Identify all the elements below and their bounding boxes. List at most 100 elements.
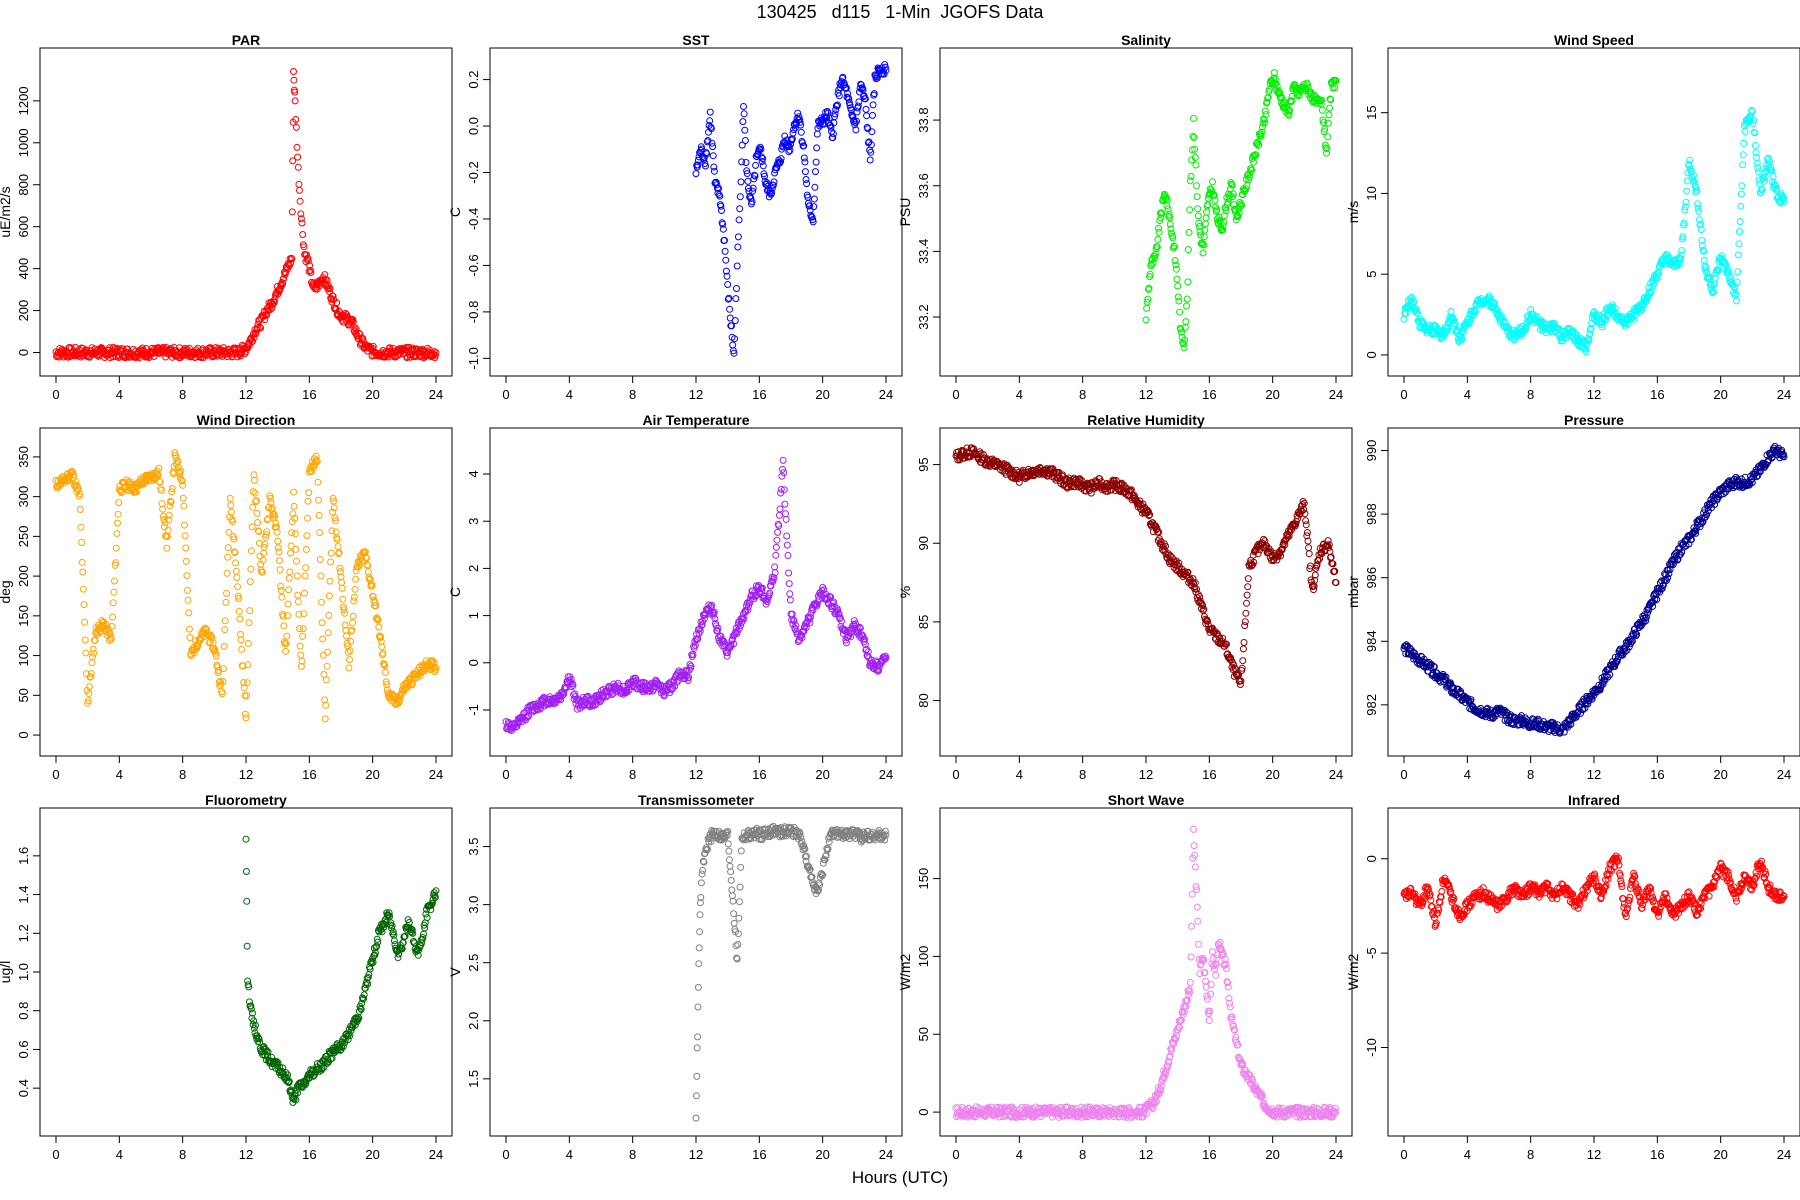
data-point [800, 142, 808, 150]
data-point [872, 72, 879, 80]
data-point [716, 192, 724, 200]
data-point [256, 323, 264, 331]
data-point [1320, 119, 1327, 127]
x-tick-label: 12 [239, 387, 253, 402]
data-point [1443, 327, 1451, 335]
data-point [769, 181, 777, 189]
data-point [1165, 211, 1173, 219]
data-point [812, 158, 820, 166]
data-point [759, 162, 767, 170]
data-point [1179, 340, 1187, 348]
data-point [1318, 96, 1326, 104]
data-point [293, 143, 301, 151]
data-point [719, 220, 727, 228]
y-axis-label: uE/m2/s [0, 186, 13, 237]
data-point [869, 101, 877, 109]
data-point [757, 145, 765, 153]
data-point [1255, 141, 1263, 149]
data-point [307, 269, 315, 276]
data-point [832, 106, 840, 114]
data-point [1176, 324, 1184, 332]
data-point [1326, 95, 1334, 103]
x-tick-label: 12 [1587, 387, 1601, 402]
data-point [1234, 212, 1242, 220]
data-point [1144, 295, 1152, 303]
data-point [1304, 81, 1311, 89]
data-point [694, 161, 702, 169]
data-point [1194, 212, 1202, 220]
data-point [845, 99, 853, 107]
data-point [743, 170, 751, 177]
data-point [719, 225, 727, 233]
x-tick-label: 8 [1527, 387, 1534, 402]
data-point [737, 178, 745, 186]
data-point [1191, 145, 1199, 153]
data-point [294, 153, 302, 161]
data-point [707, 125, 715, 133]
x-tick-label: 8 [1079, 387, 1086, 402]
data-point [718, 207, 725, 214]
x-tick-label: 16 [752, 387, 766, 402]
data-point [1308, 91, 1316, 98]
y-tick-label: -0.6 [466, 254, 481, 276]
data-point [1228, 180, 1235, 188]
data-point [855, 98, 863, 106]
data-point [1503, 322, 1511, 330]
data-point [1157, 214, 1165, 222]
data-point [1326, 104, 1333, 112]
data-point [1189, 132, 1197, 140]
x-tick-label: 0 [952, 387, 959, 402]
data-point [1187, 172, 1195, 180]
data-point [861, 95, 869, 103]
data-point [1199, 249, 1207, 257]
data-point [810, 195, 818, 203]
y-tick-label: 33.6 [916, 173, 931, 198]
data-point [703, 150, 711, 158]
data-point [1209, 178, 1216, 186]
page-title: 130425 d115 1-Min JGOFS Data [756, 2, 1044, 22]
data-point [263, 311, 271, 319]
data-point [1219, 222, 1227, 230]
x-tick-label: 12 [1139, 387, 1153, 402]
data-point [280, 275, 288, 283]
data-point [294, 163, 302, 171]
data-point [750, 171, 758, 179]
data-point [1222, 204, 1230, 212]
data-point [747, 195, 755, 202]
data-point [694, 156, 702, 164]
data-point [1318, 106, 1326, 114]
data-point [1158, 209, 1166, 217]
data-point [809, 218, 817, 226]
data-point [742, 159, 750, 166]
data-point [1454, 326, 1462, 334]
y-tick-label: 0.2 [466, 71, 481, 89]
data-point [1162, 193, 1170, 201]
data-point [296, 186, 303, 194]
data-point [299, 231, 307, 238]
data-point [731, 335, 739, 343]
data-point [1327, 96, 1335, 104]
data-point [755, 148, 762, 155]
data-point [799, 139, 806, 147]
x-tick-label: 8 [629, 387, 636, 402]
data-point [1261, 119, 1269, 127]
x-tick-label: 8 [179, 387, 186, 402]
data-point [846, 101, 854, 109]
data-point [296, 197, 304, 205]
y-axis-label: m/s [1345, 201, 1361, 224]
data-point [1324, 133, 1332, 141]
data-point [297, 215, 305, 223]
data-point [882, 66, 890, 74]
data-point [1271, 75, 1279, 83]
data-point [1174, 282, 1182, 290]
data-point [768, 185, 776, 193]
data-point [257, 324, 265, 332]
data-point [740, 103, 747, 110]
data-point [796, 118, 804, 126]
data-point [1321, 125, 1329, 133]
data-point [706, 108, 714, 116]
x-tick-label: 16 [1650, 387, 1664, 402]
chart-title: Salinity [1121, 32, 1171, 48]
data-point [1219, 226, 1227, 234]
x-tick-label: 20 [365, 387, 379, 402]
